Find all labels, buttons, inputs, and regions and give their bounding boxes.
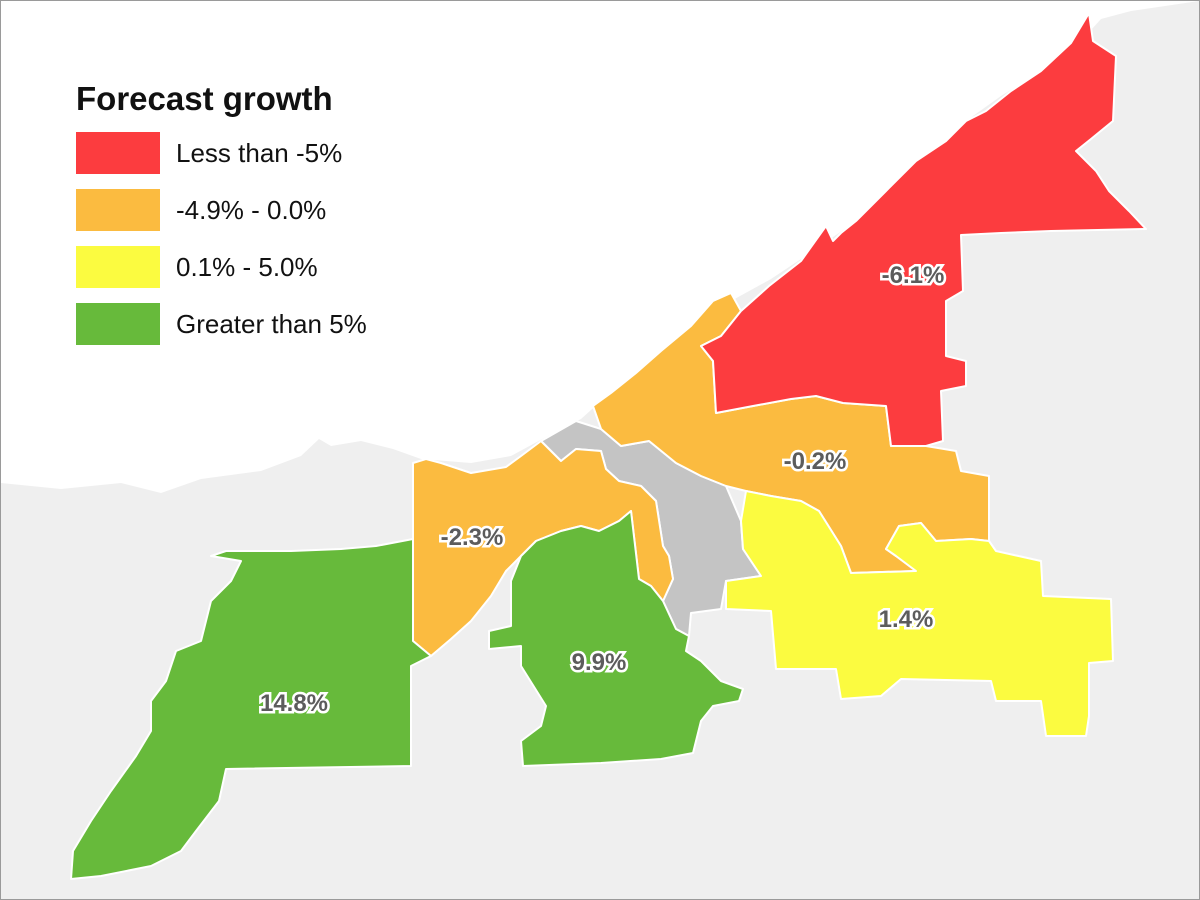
- region-east: [700, 12, 1147, 447]
- legend-swatch: [76, 189, 160, 231]
- legend: Forecast growth Less than -5% -4.9% - 0.…: [76, 79, 367, 360]
- region-southeast: [725, 490, 1114, 737]
- legend-label: -4.9% - 0.0%: [176, 194, 327, 225]
- region-label-east: -6.1%: [882, 262, 945, 289]
- legend-title: Forecast growth: [76, 80, 333, 117]
- legend-item: Greater than 5%: [76, 303, 367, 345]
- region-southwest: [70, 538, 432, 880]
- region-west-central: [412, 440, 674, 657]
- legend-item: Less than -5%: [76, 132, 367, 174]
- region-label-south-central: 9.9%: [572, 649, 627, 676]
- legend-item: -4.9% - 0.0%: [76, 189, 367, 231]
- legend-label: Greater than 5%: [176, 308, 367, 339]
- legend-item: 0.1% - 5.0%: [76, 246, 367, 288]
- region-south-central: [488, 510, 744, 767]
- region-label-west-central: -2.3%: [441, 524, 504, 551]
- region-label-southeast: 1.4%: [879, 606, 934, 633]
- legend-label: Less than -5%: [176, 137, 343, 168]
- legend-swatch: [76, 132, 160, 174]
- legend-swatch: [76, 246, 160, 288]
- region-label-southwest: 14.8%: [260, 690, 328, 717]
- legend-swatch: [76, 303, 160, 345]
- region-label-central-east: -0.2%: [784, 448, 847, 475]
- legend-label: 0.1% - 5.0%: [176, 251, 318, 282]
